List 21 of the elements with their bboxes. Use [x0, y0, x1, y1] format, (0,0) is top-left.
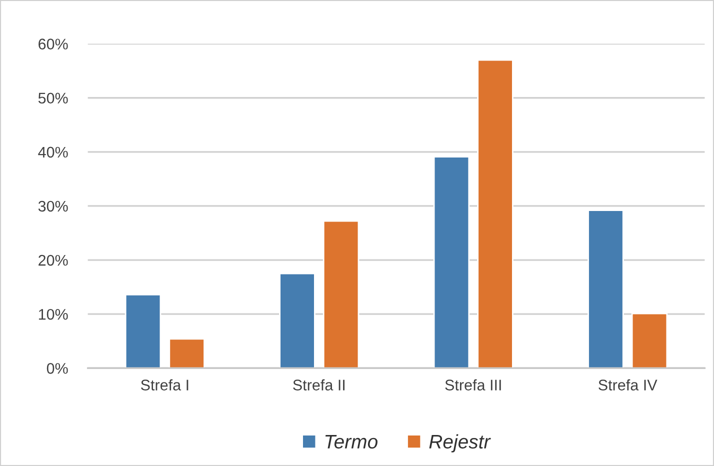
x-tick-label: Strefa IV	[598, 379, 658, 390]
bar	[477, 59, 514, 368]
bar	[433, 156, 470, 368]
legend-label: Rejestr	[429, 434, 491, 452]
y-tick-label: 10%	[38, 308, 68, 320]
bar	[588, 210, 624, 368]
y-tick-label: 20%	[38, 254, 68, 266]
y-tick-label: 30%	[38, 200, 68, 212]
bar	[279, 272, 316, 368]
bar	[124, 294, 162, 368]
legend-label: Termo	[325, 435, 378, 449]
x-tick-label: Strefa I	[141, 379, 188, 390]
y-tick-label: 60%	[38, 38, 68, 50]
x-tick-label: Strefa II	[293, 379, 344, 390]
y-tick-label: 50%	[38, 92, 68, 104]
y-tick-label: 0%	[46, 363, 68, 374]
x-tick-label: Strefa III	[445, 379, 501, 390]
bar	[322, 220, 360, 368]
y-tick-label: 40%	[38, 146, 68, 158]
bar	[631, 312, 668, 368]
bar	[168, 338, 205, 368]
